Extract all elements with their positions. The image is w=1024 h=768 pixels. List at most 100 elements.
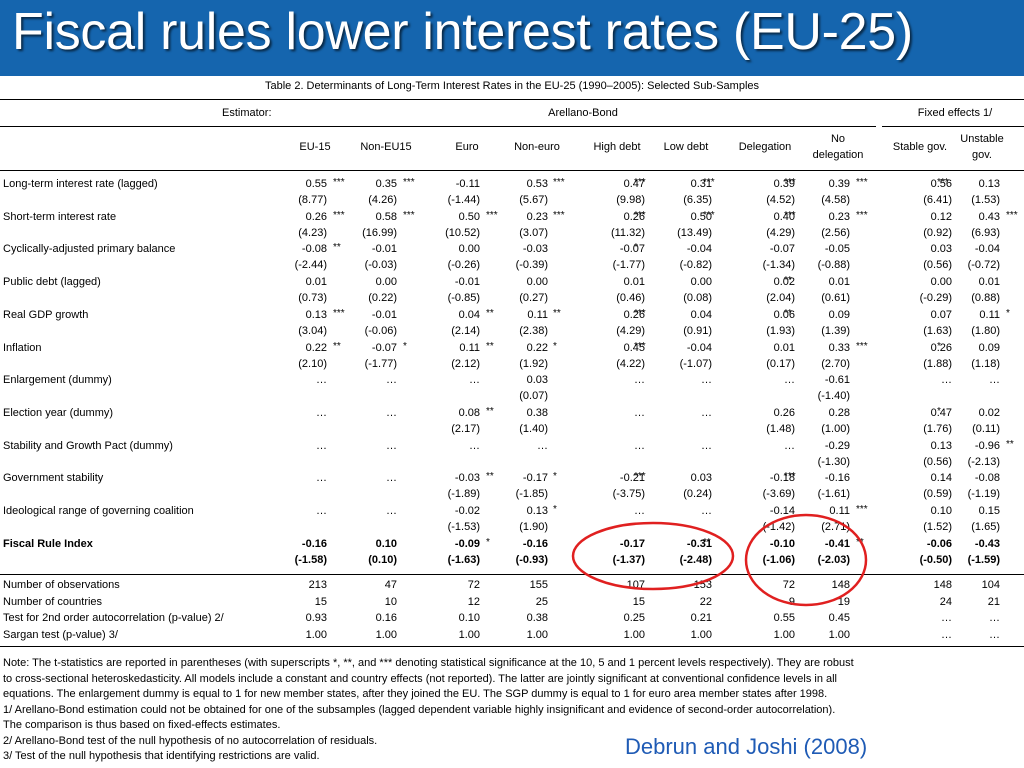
- stats-value: 10: [384, 595, 397, 608]
- t-statistic: (-1.59): [967, 553, 1000, 566]
- note-line: to cross-sectional heteroskedasticity. A…: [3, 672, 838, 685]
- coefficient-value: 0.45: [623, 341, 645, 354]
- coefficient-value: 0.28: [828, 406, 850, 419]
- significance-stars: *: [937, 340, 941, 352]
- coefficient-value: -0.08: [974, 472, 1000, 485]
- t-statistic: (-0.26): [447, 259, 480, 272]
- coefficient-value: 0.01: [828, 276, 850, 289]
- t-statistic: (8.77): [298, 194, 327, 206]
- stats-value: 1.00: [623, 628, 645, 641]
- t-statistic: (1.93): [766, 324, 795, 337]
- t-statistic: (-0.72): [967, 259, 1000, 272]
- coefficient-value: 0.53: [526, 178, 548, 190]
- t-statistic: (0.59): [923, 488, 952, 501]
- significance-stars: ***: [784, 209, 796, 221]
- coefficient-value: …: [316, 406, 327, 419]
- column-header: No delegation: [812, 133, 864, 161]
- coefficient-value: 0.39: [828, 178, 850, 190]
- row-label: Election year (dummy): [3, 406, 114, 419]
- t-statistic: (4.23): [298, 226, 327, 239]
- coefficient-value: 0.22: [305, 341, 327, 354]
- t-statistic: (-2.44): [294, 259, 327, 272]
- t-statistic: (0.92): [923, 226, 952, 239]
- coefficient-value: 0.08: [458, 406, 480, 419]
- significance-stars: *: [486, 536, 490, 548]
- row-label: Real GDP growth: [3, 308, 89, 321]
- t-statistic: (-3.69): [762, 488, 795, 501]
- t-statistic: (-1.89): [447, 488, 480, 501]
- coefficient-value: -0.21: [619, 472, 645, 485]
- t-statistic: (0.17): [766, 357, 795, 370]
- table-notes: Note: The t-statistics are reported in p…: [3, 656, 1003, 765]
- t-statistic: (4.29): [616, 324, 645, 337]
- t-statistic: (-0.06): [364, 324, 397, 337]
- t-statistic: (2.56): [821, 226, 850, 239]
- coefficient-value: -0.14: [769, 505, 795, 517]
- coefficient-value: 0.33: [828, 341, 850, 354]
- significance-stars: ***: [634, 307, 646, 319]
- coefficient-value: 0.02: [978, 406, 1000, 419]
- significance-stars: ***: [333, 307, 345, 319]
- significance-stars: ***: [856, 340, 868, 352]
- t-statistic: (-0.39): [515, 259, 548, 272]
- coefficient-value: 0.35: [375, 178, 397, 190]
- column-header: Euro: [455, 141, 479, 153]
- stats-value: 22: [699, 595, 712, 608]
- row-label: Ideological range of governing coalition: [3, 505, 194, 517]
- coefficient-value: 0.01: [773, 341, 795, 354]
- stats-value: 25: [535, 595, 548, 608]
- coefficient-value: 0.04: [690, 308, 712, 321]
- row-label: Public debt (lagged): [3, 276, 101, 289]
- column-header: Delegation: [738, 141, 792, 153]
- significance-stars: *: [937, 405, 941, 417]
- coefficient-value: -0.16: [301, 537, 327, 550]
- t-statistic: (2.70): [821, 357, 850, 370]
- coefficient-value: 0.56: [930, 178, 952, 190]
- t-statistic: (-0.88): [817, 259, 850, 272]
- t-statistic: (-1.37): [612, 553, 645, 566]
- t-statistic: (0.56): [923, 455, 952, 468]
- significance-stars: ***: [333, 177, 345, 188]
- coefficient-value: …: [469, 439, 480, 452]
- table-rule-top: [0, 99, 1024, 100]
- coefficient-value: 0.26: [773, 406, 795, 419]
- stats-value: …: [941, 628, 952, 641]
- coefficient-value: -0.31: [686, 537, 712, 550]
- coefficient-value: -0.07: [619, 243, 645, 256]
- significance-stars: ***: [553, 177, 565, 188]
- coefficient-value: -0.61: [824, 374, 850, 387]
- coefficient-value: 0.09: [978, 341, 1000, 354]
- coefficient-value: 0.03: [690, 472, 712, 485]
- stats-value: 1.00: [773, 628, 795, 641]
- coefficient-value: -0.09: [454, 537, 480, 550]
- coefficient-value: …: [316, 439, 327, 452]
- coefficient-value: 0.47: [623, 178, 645, 190]
- significance-stars: **: [486, 307, 494, 319]
- t-statistic: (-0.29): [919, 292, 952, 305]
- coefficient-value: -0.02: [454, 505, 480, 517]
- t-statistic: (0.27): [519, 292, 548, 305]
- t-statistic: (-1.85): [515, 488, 548, 501]
- t-statistic: (1.90): [519, 521, 548, 533]
- coefficient-value: …: [701, 439, 712, 452]
- note-line: Note: The t-statistics are reported in p…: [3, 657, 854, 669]
- coefficient-value: …: [784, 374, 795, 387]
- stats-value: 0.93: [305, 612, 327, 624]
- coefficient-value: -0.17: [619, 537, 645, 550]
- t-statistic: (0.56): [923, 259, 952, 272]
- significance-stars: *: [634, 242, 638, 254]
- stats-value: 24: [939, 595, 952, 608]
- stats-value: 1.00: [828, 628, 850, 641]
- note-line: 1/ Arellano-Bond estimation could not be…: [3, 703, 836, 716]
- coefficient-value: 0.03: [930, 243, 952, 256]
- row-label: Fiscal Rule Index: [3, 537, 93, 550]
- coefficient-value: 0.03: [526, 374, 548, 387]
- coefficient-value: -0.06: [926, 537, 952, 550]
- coefficient-value: 0.11: [527, 308, 548, 321]
- coefficient-value: 0.13: [930, 439, 952, 452]
- stats-row-label: Sargan test (p-value) 3/: [3, 628, 118, 641]
- stats-value: 21: [987, 595, 1000, 608]
- stats-row-label: Number of countries: [3, 595, 103, 608]
- table-rule-group-fe: [882, 126, 1024, 127]
- coefficient-value: 0.12: [930, 210, 952, 223]
